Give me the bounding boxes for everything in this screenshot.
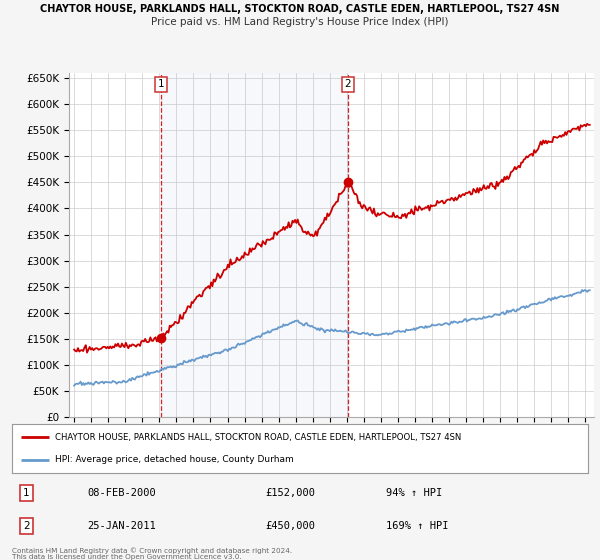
Text: 25-JAN-2011: 25-JAN-2011: [87, 521, 155, 531]
Text: £450,000: £450,000: [265, 521, 316, 531]
Text: CHAYTOR HOUSE, PARKLANDS HALL, STOCKTON ROAD, CASTLE EDEN, HARTLEPOOL, TS27 4SN: CHAYTOR HOUSE, PARKLANDS HALL, STOCKTON …: [40, 4, 560, 14]
Text: HPI: Average price, detached house, County Durham: HPI: Average price, detached house, Coun…: [55, 455, 294, 464]
Text: Price paid vs. HM Land Registry's House Price Index (HPI): Price paid vs. HM Land Registry's House …: [151, 17, 449, 27]
Text: 1: 1: [158, 80, 164, 89]
Text: This data is licensed under the Open Government Licence v3.0.: This data is licensed under the Open Gov…: [12, 554, 242, 560]
Text: 2: 2: [23, 521, 30, 531]
Text: 169% ↑ HPI: 169% ↑ HPI: [386, 521, 449, 531]
Text: £152,000: £152,000: [265, 488, 316, 498]
Text: 94% ↑ HPI: 94% ↑ HPI: [386, 488, 443, 498]
Bar: [161, 73, 348, 417]
Text: Contains HM Land Registry data © Crown copyright and database right 2024.: Contains HM Land Registry data © Crown c…: [12, 548, 292, 554]
Text: 1: 1: [23, 488, 30, 498]
Text: 08-FEB-2000: 08-FEB-2000: [87, 488, 155, 498]
Text: 2: 2: [345, 80, 352, 89]
Text: CHAYTOR HOUSE, PARKLANDS HALL, STOCKTON ROAD, CASTLE EDEN, HARTLEPOOL, TS27 4SN: CHAYTOR HOUSE, PARKLANDS HALL, STOCKTON …: [55, 433, 461, 442]
